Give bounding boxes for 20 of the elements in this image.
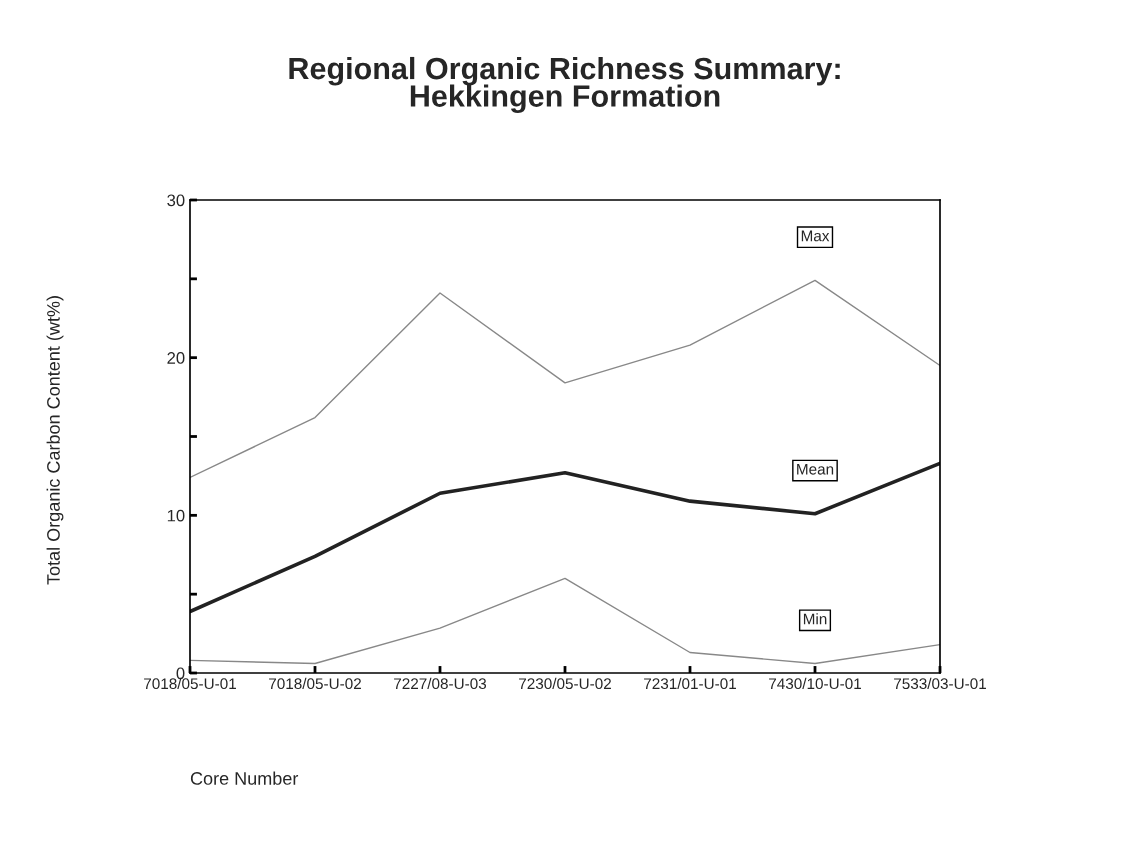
y-tick-label: 20 [167, 352, 185, 364]
x-tick-label: 7231/01-U-01 [644, 677, 736, 690]
text: Max [801, 230, 830, 242]
y-tick-label: 0 [176, 667, 185, 680]
x-tick-label: 7430/10-U-01 [769, 677, 861, 690]
x-tick-label: 7227/08-U-03 [394, 677, 487, 690]
line-series [190, 577, 940, 665]
x-tick-label: 7533/03-U-01 [894, 677, 986, 690]
x-tick-label: 7018/05-U-02 [269, 677, 361, 690]
x-tick-label: 7018/05-U-01 [144, 677, 236, 690]
series-label: Mean [797, 463, 834, 475]
y-tick-label: 10 [167, 509, 185, 522]
x-tick-label: 7230/05-U-02 [519, 677, 611, 690]
text: Min [803, 613, 827, 625]
chart-title: Regional Organic Richness Summary: Hekkingen Formation [289, 56, 840, 114]
line-series [190, 461, 940, 614]
line-series [190, 279, 940, 479]
y-axis-title: Total Organic Carbon Content (wt%) [46, 296, 64, 585]
x-axis-title: Core Number [190, 771, 299, 785]
y-tick-label: 30 [167, 194, 185, 207]
